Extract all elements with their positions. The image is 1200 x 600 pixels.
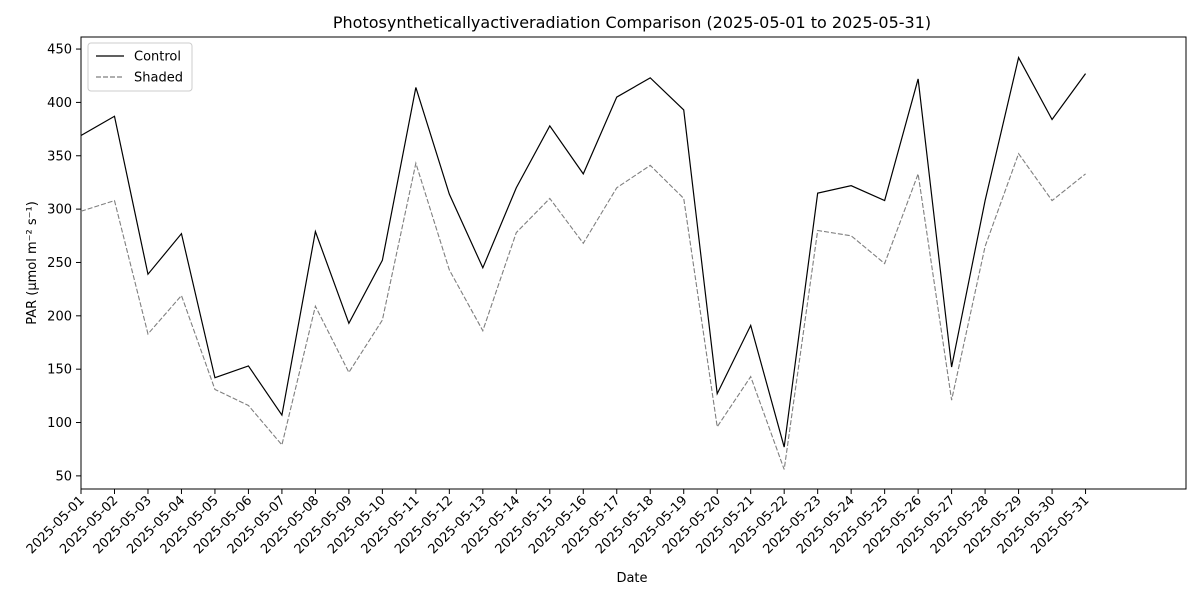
y-tick-label: 150	[47, 363, 72, 378]
chart-title: Photosyntheticallyactiveradiation Compar…	[333, 13, 931, 32]
x-axis: 2025-05-012025-05-022025-05-032025-05-04…	[24, 489, 1092, 557]
legend: Control Shaded	[87, 42, 193, 92]
y-tick-label: 300	[47, 203, 72, 218]
y-tick-label: 50	[55, 469, 72, 484]
y-tick-label: 350	[47, 149, 72, 164]
legend-frame	[87, 42, 193, 92]
y-tick-label: 200	[47, 309, 72, 324]
y-tick-label: 450	[47, 43, 72, 58]
legend-label-control: Control	[134, 50, 181, 65]
y-axis: 50 100 150 200 250 300 350 400 450	[47, 43, 81, 484]
y-tick-label: 250	[47, 256, 72, 271]
y-tick-label: 400	[47, 96, 72, 111]
series-line-shaded	[80, 152, 1086, 470]
series-group	[80, 55, 1087, 470]
x-axis-title: Date	[616, 571, 647, 586]
legend-label-shaded: Shaded	[134, 71, 183, 86]
y-axis-title: PAR (µmol m⁻² s⁻¹)	[25, 201, 40, 325]
plot-frame	[80, 36, 1187, 490]
series-line-control	[80, 55, 1087, 448]
plot-area	[80, 36, 1187, 490]
y-tick-label: 100	[47, 416, 72, 431]
